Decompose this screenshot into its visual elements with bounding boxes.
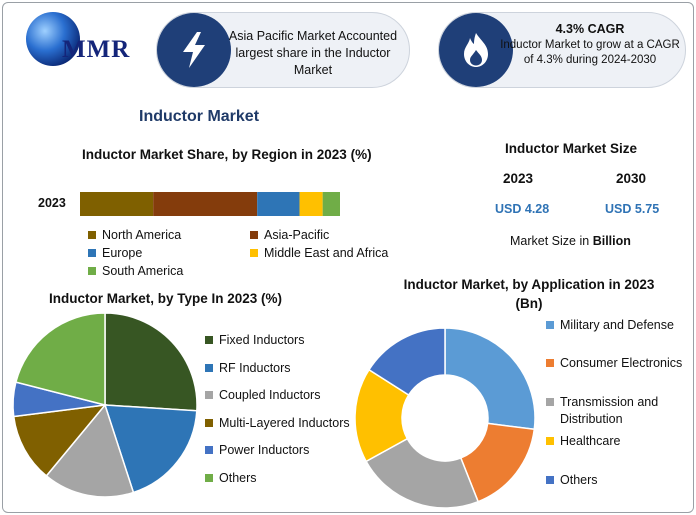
flame-icon <box>439 13 513 87</box>
slice-multi-layered-inductors <box>12 404 107 477</box>
cagr-text: Inductor Market to grow at a CAGR of 4.3… <box>500 38 680 67</box>
bar-segment-middle-east-and-africa <box>299 192 323 216</box>
legend-item-consumer-electronics: Consumer Electronics <box>546 355 682 372</box>
application-chart-title: Inductor Market, by Application in 2023 … <box>403 277 655 311</box>
legend-label: Asia-Pacific <box>264 228 330 242</box>
market-size-value-2023: USD 4.28 <box>495 202 550 216</box>
slice-others <box>367 327 446 396</box>
legend-label: Transmission and Distribution <box>560 395 659 426</box>
page-title: Inductor Market <box>139 108 260 125</box>
market-size-year-2023: 2023 <box>503 171 534 186</box>
slice-military-and-defense <box>444 327 536 431</box>
bar-segment-south-america <box>322 192 340 216</box>
legend-item-healthcare: Healthcare <box>546 433 620 450</box>
legend-swatch <box>88 231 96 239</box>
legend-label: Fixed Inductors <box>219 333 305 347</box>
market-size-value-2030: USD 5.75 <box>605 202 660 216</box>
cagr-title: 4.3% CAGR <box>555 22 625 36</box>
legend-swatch <box>546 398 554 406</box>
slice-coupled-inductors <box>45 403 135 498</box>
bar-segment-asia-pacific <box>153 192 258 216</box>
legend-item-others: Others <box>205 470 257 487</box>
legend-item-south-america: South America <box>88 264 183 278</box>
legend-item-asia-pacific: Asia-Pacific <box>250 228 329 242</box>
region-chart-title: Inductor Market Share, by Region in 2023… <box>82 147 372 162</box>
legend-label: RF Inductors <box>219 361 291 375</box>
legend-item-north-america: North America <box>88 228 181 242</box>
legend-label: Middle East and Africa <box>264 246 389 260</box>
legend-swatch <box>205 391 213 399</box>
legend-item-fixed-inductors: Fixed Inductors <box>205 332 304 349</box>
legend-item-others: Others <box>546 472 598 489</box>
legend-swatch <box>205 474 213 482</box>
legend-swatch <box>88 267 96 275</box>
type-pie-chart <box>12 312 198 498</box>
legend-swatch <box>205 336 213 344</box>
legend-label: Healthcare <box>560 434 621 448</box>
legend-item-middle-east-and-africa: Middle East and Africa <box>250 246 388 260</box>
callout-text: 4.3% CAGR Inductor Market to grow at a C… <box>499 21 681 69</box>
legend-label: Others <box>219 471 257 485</box>
legend-label: Others <box>560 473 598 487</box>
legend-swatch <box>250 249 258 257</box>
bar-segment-north-america <box>80 192 154 216</box>
mmr-logo: MMR <box>14 10 144 70</box>
legend-label: South America <box>102 264 184 278</box>
cagr-callout: 4.3% CAGR Inductor Market to grow at a C… <box>438 12 686 88</box>
bar-segment-europe <box>257 192 300 216</box>
globe-icon <box>26 12 80 66</box>
lightning-bolt-icon <box>157 13 231 87</box>
legend-label: Multi-Layered Inductors <box>219 416 350 430</box>
slice-transmission-and-distribution <box>365 437 480 509</box>
market-size-title: Inductor Market Size <box>505 141 638 156</box>
application-donut-chart <box>354 327 536 509</box>
legend-label: Power Inductors <box>219 443 310 457</box>
region-stacked-bar <box>80 192 340 216</box>
legend-swatch <box>250 231 258 239</box>
slice-fixed-inductors <box>104 312 198 412</box>
asia-pacific-callout: Asia Pacific Market Accounted largest sh… <box>156 12 410 88</box>
legend-swatch <box>546 321 554 329</box>
legend-swatch <box>546 359 554 367</box>
legend-item-rf-inductors: RF Inductors <box>205 360 291 377</box>
type-chart-title: Inductor Market, by Type In 2023 (%) <box>49 291 283 306</box>
legend-label: North America <box>102 228 182 242</box>
legend-swatch <box>546 476 554 484</box>
legend-swatch <box>205 446 213 454</box>
legend-item-multi-layered-inductors: Multi-Layered Inductors <box>205 415 350 432</box>
legend-label: Coupled Inductors <box>219 388 321 402</box>
callout-text: Asia Pacific Market Accounted largest sh… <box>228 29 398 77</box>
legend-label: Consumer Electronics <box>560 356 683 370</box>
legend-swatch <box>546 437 554 445</box>
bar-category-label: 2023 <box>38 196 66 210</box>
slice-others <box>14 312 106 406</box>
slice-rf-inductors <box>103 404 198 494</box>
legend-swatch <box>205 419 213 427</box>
legend-item-military-and-defense: Military and Defense <box>546 317 674 334</box>
legend-label: Military and Defense <box>560 318 674 332</box>
legend-item-europe: Europe <box>88 246 142 260</box>
market-size-unit-note: Market Size in Billion <box>510 234 631 248</box>
market-size-year-2030: 2030 <box>616 171 647 186</box>
legend-item-coupled-inductors: Coupled Inductors <box>205 387 320 404</box>
legend-label: Europe <box>102 246 143 260</box>
logo-text: MMR <box>62 36 131 63</box>
legend-item-power-inductors: Power Inductors <box>205 442 309 459</box>
legend-item-transmission-and-distribution: Transmission and Distribution <box>546 394 680 428</box>
legend-swatch <box>88 249 96 257</box>
legend-swatch <box>205 364 213 372</box>
